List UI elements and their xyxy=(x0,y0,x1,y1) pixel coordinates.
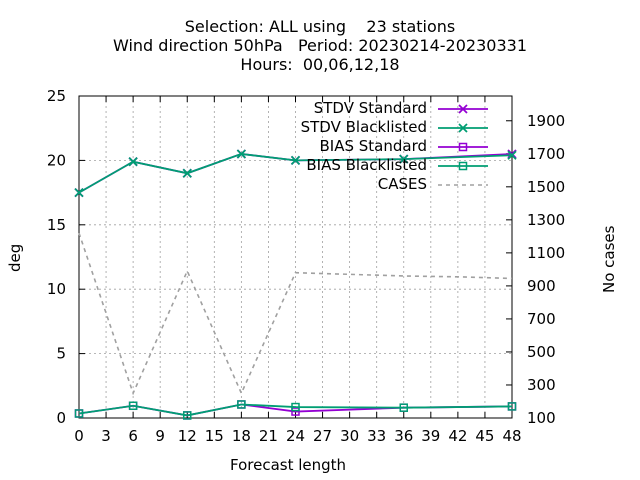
series-point-1 xyxy=(507,150,517,160)
title-line-1: Selection: ALL using 23 stations xyxy=(184,17,456,36)
series-point-3 xyxy=(74,409,84,418)
series-point-3 xyxy=(291,402,300,412)
y-tick-label: 25 xyxy=(47,87,66,105)
x-axis-label: Forecast length xyxy=(230,456,347,474)
x-tick-label: 12 xyxy=(178,427,197,445)
x-tick-label: 0 xyxy=(74,427,84,445)
y2-tick-label: 1500 xyxy=(527,178,565,196)
y2-tick-label: 700 xyxy=(527,310,556,328)
y2-axis-label: No cases xyxy=(600,225,618,293)
y-tick-label: 20 xyxy=(47,151,66,169)
y2-tick-label: 1100 xyxy=(527,244,565,262)
series-point-1 xyxy=(182,168,192,178)
y-tick-label: 15 xyxy=(47,216,66,234)
legend-label-stdv-standard: STDV Standard xyxy=(313,99,427,117)
x-tick-label: 45 xyxy=(475,427,494,445)
series-point-1 xyxy=(290,155,301,166)
x-tick-label: 18 xyxy=(232,427,251,445)
legend-marker-0 xyxy=(458,104,468,114)
legend-marker-3 xyxy=(458,161,468,171)
series-point-1 xyxy=(236,149,247,159)
title-line-3: Hours: 00,06,12,18 xyxy=(240,55,400,74)
legend-label-bias-standard: BIAS Standard xyxy=(319,137,427,155)
series-point-3 xyxy=(399,403,408,412)
series-point-3 xyxy=(237,400,246,409)
series-line-3 xyxy=(78,403,513,417)
x-tick-label: 33 xyxy=(367,427,386,445)
y-tick-label: 10 xyxy=(47,280,66,298)
x-tick-label: 6 xyxy=(128,427,138,445)
y-tick-label: 0 xyxy=(56,409,66,427)
y2-tick-label: 1700 xyxy=(527,145,565,163)
series-point-1 xyxy=(128,157,138,167)
y2-tick-label: 1900 xyxy=(527,112,565,130)
legend-label-stdv-blacklisted: STDV Blacklisted xyxy=(300,118,427,136)
x-tick-label: 15 xyxy=(205,427,224,445)
series-line-4 xyxy=(78,232,513,396)
series-point-1 xyxy=(74,187,84,198)
series-point-2 xyxy=(291,407,300,416)
x-tick-label: 42 xyxy=(448,427,467,445)
y2-tick-label: 300 xyxy=(527,376,556,394)
x-tick-label: 21 xyxy=(259,427,278,445)
legend-marker-2 xyxy=(458,142,468,152)
legend-label-bias-blacklisted: BIAS Blacklisted xyxy=(306,156,427,174)
x-tick-label: 36 xyxy=(394,427,413,445)
x-tick-label: 3 xyxy=(101,427,111,445)
y-axis-label: deg xyxy=(6,243,24,272)
x-tick-label: 30 xyxy=(340,427,359,445)
legend-label-cases: CASES xyxy=(377,175,427,193)
legend-marker-1 xyxy=(458,123,468,133)
x-tick-label: 24 xyxy=(286,427,305,445)
y-tick-label: 5 xyxy=(56,345,66,363)
series-point-1 xyxy=(399,154,409,164)
x-tick-label: 9 xyxy=(155,427,165,445)
x-tick-label: 39 xyxy=(421,427,440,445)
x-tick-label: 27 xyxy=(313,427,332,445)
series-point-3 xyxy=(183,411,192,420)
series-point-3 xyxy=(128,401,138,411)
y2-tick-label: 500 xyxy=(527,343,556,361)
y2-tick-label: 900 xyxy=(527,277,556,295)
x-tick-label: 48 xyxy=(502,427,521,445)
series-point-0 xyxy=(507,149,517,159)
title-line-2: Wind direction 50hPa Period: 20230214-20… xyxy=(112,36,527,55)
series-point-3 xyxy=(507,402,517,411)
y2-tick-label: 100 xyxy=(527,409,556,427)
y2-tick-label: 1300 xyxy=(527,211,565,229)
